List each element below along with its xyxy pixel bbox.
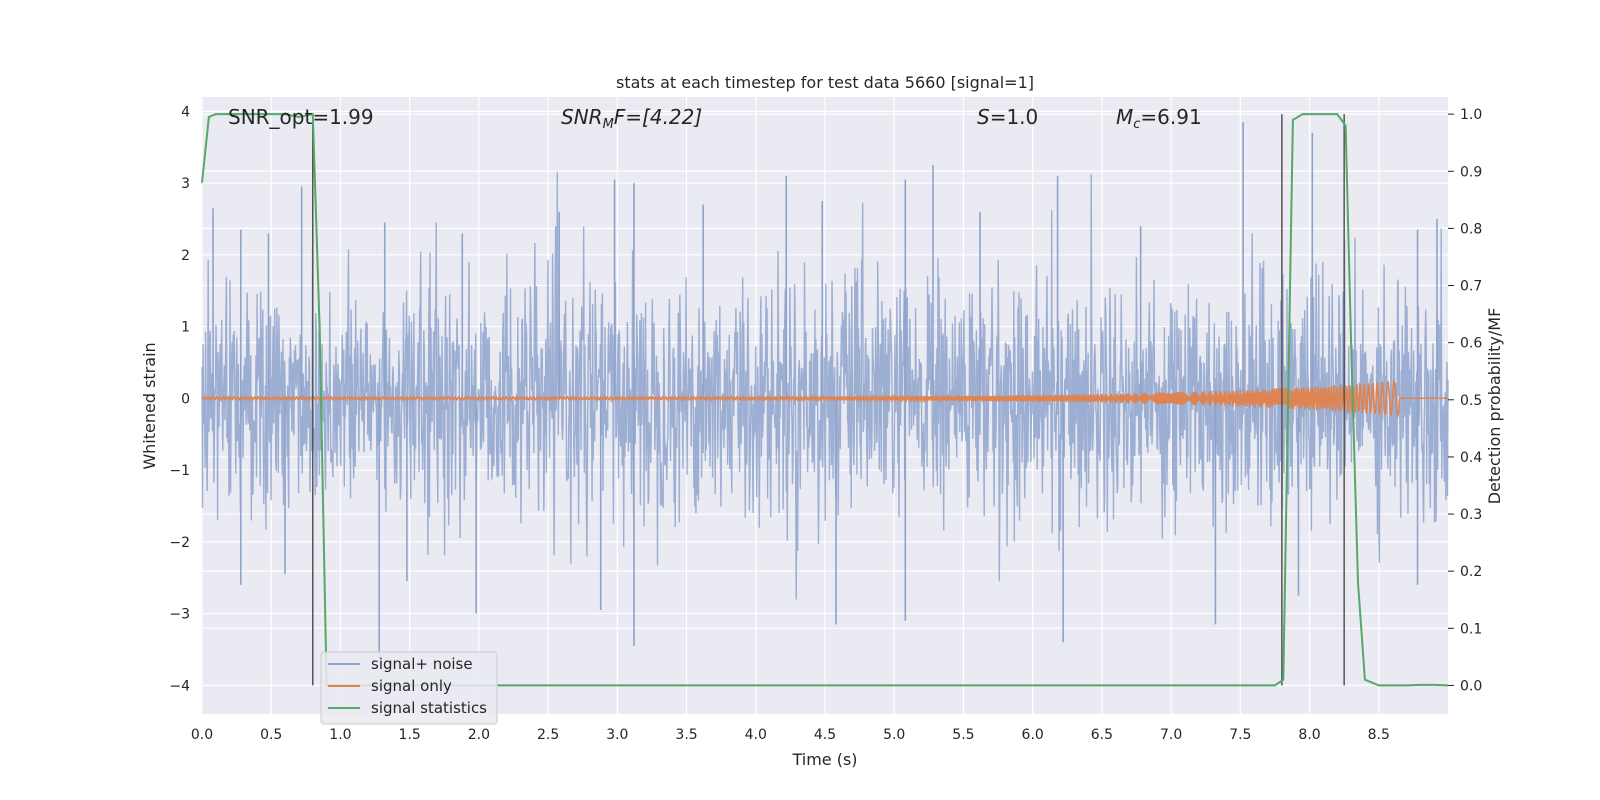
legend-box [320, 651, 498, 725]
x-tick-label: 6.5 [1091, 727, 1113, 743]
chart-title: stats at each timestep for test data 566… [616, 73, 1034, 92]
x-axis-ticks: 0.0 0.5 1.0 1.5 2.0 2.5 3.0 3.5 4.0 4.5 5.0 5.5 6.0 6… [191, 727, 1390, 743]
x-tick-label: 1.5 [399, 727, 421, 743]
x-tick-label: 7.5 [1229, 727, 1251, 743]
x-tick-label: 7.0 [1160, 727, 1182, 743]
y2-axis-ticks: 1.0 0.9 0.8 0.7 0.6 0.5 0.4 0.3 0.2 0.1 0.0 [1448, 107, 1482, 694]
x-tick-label: 5.5 [952, 727, 974, 743]
annotation-snr-opt: SNR_opt=1.99 [228, 105, 374, 129]
y2-tick-label: 0.7 [1460, 279, 1482, 295]
annotation-mc: Mc=6.91 [1116, 105, 1202, 132]
y-tick-label: −1 [169, 463, 190, 479]
x-tick-label: 1.0 [329, 727, 351, 743]
series-signal-only [201, 380, 1448, 419]
y2-tick-label: 0.4 [1460, 450, 1482, 466]
x-tick-label: 8.5 [1368, 727, 1390, 743]
y2-tick-label: 0.9 [1460, 164, 1482, 180]
y2-tick-label: 0.0 [1460, 678, 1482, 694]
y2-axis-label: Detection probability/MF [1485, 308, 1504, 505]
x-tick-label: 2.0 [468, 727, 490, 743]
y2-tick-label: 0.6 [1460, 336, 1482, 352]
y-tick-label: −2 [169, 535, 190, 551]
x-tick-label: 5.0 [883, 727, 905, 743]
x-tick-label: 6.0 [1022, 727, 1044, 743]
y2-tick-label: 0.3 [1460, 507, 1482, 523]
y-axis-label: Whitened strain [140, 342, 159, 469]
statistics-trace [201, 112, 1449, 687]
x-tick-label: 4.0 [745, 727, 767, 743]
series-signal-statistics [201, 112, 1449, 687]
legend-label-signal: signal only [371, 677, 452, 695]
y-tick-label: −3 [169, 607, 190, 623]
y2-tick-label: 0.8 [1460, 221, 1482, 237]
y-tick-label: 3 [181, 176, 190, 192]
y-tick-label: 4 [181, 104, 190, 120]
y2-tick-label: 0.2 [1460, 564, 1482, 580]
y-axis-ticks: 4 3 2 1 0 −1 −2 −3 −4 [169, 104, 190, 694]
legend: signal+ noise signal only signal statist… [320, 651, 498, 725]
x-tick-label: 0.5 [260, 727, 282, 743]
x-tick-label: 0.0 [191, 727, 213, 743]
y-tick-label: −4 [169, 678, 190, 694]
legend-label-stats: signal statistics [371, 699, 487, 717]
x-tick-label: 3.0 [606, 727, 628, 743]
y-tick-label: 1 [181, 320, 190, 336]
series-signal-noise [201, 122, 1449, 661]
signal-trace [201, 380, 1448, 419]
x-tick-label: 3.5 [675, 727, 697, 743]
legend-label-noise: signal+ noise [371, 655, 473, 673]
annotation-s: S=1.0 [977, 105, 1038, 129]
y-tick-label: 0 [181, 391, 190, 407]
x-tick-label: 8.0 [1298, 727, 1320, 743]
y-tick-label: 2 [181, 248, 190, 264]
x-axis-label: Time (s) [791, 750, 857, 769]
vertical-markers [312, 114, 1345, 686]
y2-tick-label: 1.0 [1460, 107, 1482, 123]
y2-tick-label: 0.5 [1460, 393, 1482, 409]
x-tick-label: 4.5 [814, 727, 836, 743]
x-tick-label: 2.5 [537, 727, 559, 743]
annotation-snr-mf: SNRMF=[4.22] [561, 105, 702, 132]
y2-tick-label: 0.1 [1460, 621, 1482, 637]
